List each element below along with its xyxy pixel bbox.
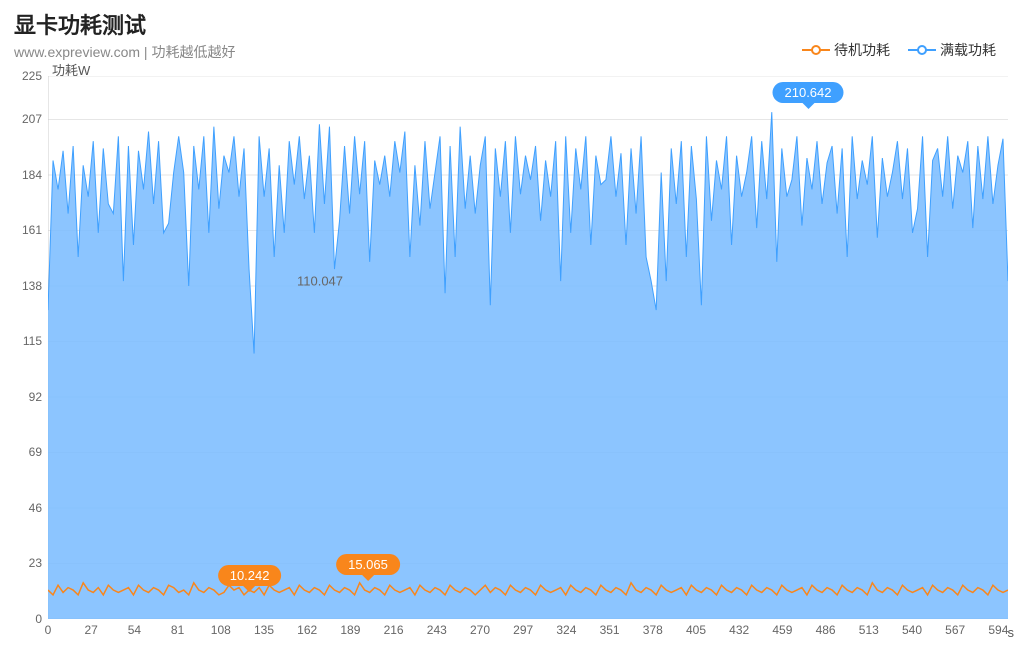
legend-marker-icon [811, 45, 821, 55]
y-tick: 92 [29, 390, 42, 404]
x-tick: 0 [45, 623, 52, 637]
callout-load-peak: 210.642 [773, 82, 844, 103]
x-tick: 459 [772, 623, 792, 637]
x-tick: 378 [643, 623, 663, 637]
x-tick: 567 [945, 623, 965, 637]
x-tick: 108 [211, 623, 231, 637]
callout-idle-min: 10.242 [218, 565, 282, 586]
y-tick: 46 [29, 501, 42, 515]
x-tick: 189 [340, 623, 360, 637]
y-tick: 0 [35, 612, 42, 626]
x-tick: 486 [816, 623, 836, 637]
chart-svg [48, 76, 1008, 619]
x-tick: 405 [686, 623, 706, 637]
y-tick: 207 [22, 112, 42, 126]
y-tick: 225 [22, 69, 42, 83]
legend-marker-icon [917, 45, 927, 55]
x-tick: 81 [171, 623, 184, 637]
x-tick: 135 [254, 623, 274, 637]
callout-load-min-label: 110.047 [297, 274, 343, 289]
x-tick: 324 [556, 623, 576, 637]
x-tick: 27 [85, 623, 98, 637]
y-tick: 138 [22, 279, 42, 293]
legend-item-load[interactable]: 满载功耗 [908, 40, 996, 60]
y-tick: 23 [29, 556, 42, 570]
callout-idle-max: 15.065 [336, 554, 400, 575]
x-tick: 162 [297, 623, 317, 637]
legend-label-load: 满载功耗 [940, 40, 996, 60]
x-axis-unit: s [1008, 625, 1015, 640]
chart-title: 显卡功耗测试 [14, 8, 1010, 40]
x-tick: 216 [384, 623, 404, 637]
x-tick: 513 [859, 623, 879, 637]
x-tick: 270 [470, 623, 490, 637]
x-tick: 54 [128, 623, 141, 637]
chart-plot-area: 功耗W s 0234669921151381611842072250275481… [48, 76, 1008, 619]
x-tick: 594 [988, 623, 1008, 637]
x-tick: 243 [427, 623, 447, 637]
legend-item-idle[interactable]: 待机功耗 [802, 40, 890, 60]
legend: 待机功耗 满载功耗 [802, 40, 996, 60]
x-tick: 540 [902, 623, 922, 637]
y-tick: 115 [23, 334, 42, 348]
legend-line-icon [908, 49, 936, 51]
y-tick: 161 [22, 223, 42, 237]
x-tick: 432 [729, 623, 749, 637]
y-tick: 69 [29, 445, 42, 459]
legend-label-idle: 待机功耗 [834, 40, 890, 60]
x-tick: 351 [600, 623, 620, 637]
x-tick: 297 [513, 623, 533, 637]
y-tick: 184 [22, 168, 42, 182]
legend-line-icon [802, 49, 830, 51]
